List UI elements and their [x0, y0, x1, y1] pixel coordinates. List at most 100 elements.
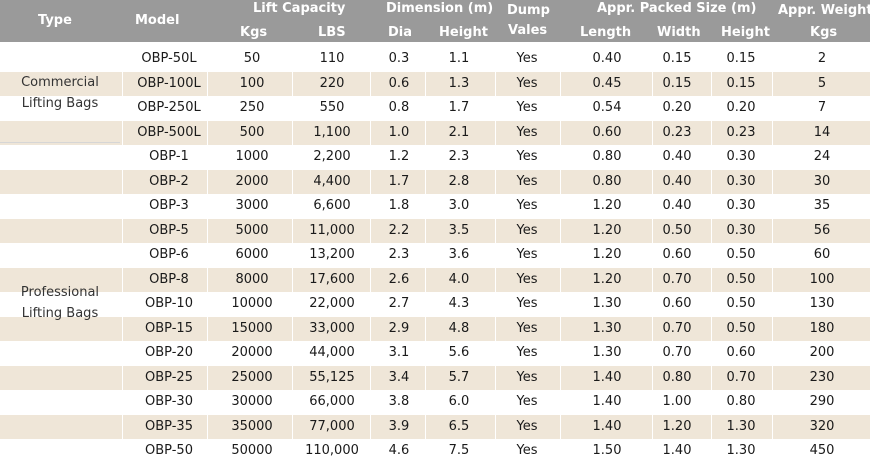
cell-width: 0.60	[662, 296, 692, 311]
header-dia: Dia	[388, 25, 413, 40]
cell-dump-vales: Yes	[516, 443, 538, 458]
cell-length: 1.40	[592, 394, 622, 409]
table-header: Type Model Lift Capacity Kgs LBS Dimensi…	[0, 0, 870, 42]
cell-model: OBP-100L	[137, 75, 201, 91]
cell-model: OBP-3	[149, 198, 189, 213]
cell-lbs: 110,000	[305, 443, 359, 458]
cell-dia: 2.2	[388, 222, 410, 238]
cell-width: 0.15	[662, 51, 692, 66]
cell-kgs: 250	[239, 100, 265, 115]
cell-length: 1.40	[592, 418, 622, 434]
cell-lbs: 44,000	[309, 345, 355, 360]
cell-length: 1.20	[592, 198, 622, 213]
cell-dia: 4.6	[388, 443, 410, 458]
cell-dump-vales: Yes	[516, 149, 538, 164]
type-commercial-line2: Lifting Bags	[21, 96, 99, 111]
cell-packed-height: 1.30	[726, 418, 756, 434]
cell-lbs: 4,400	[313, 173, 351, 189]
cell-lbs: 11,000	[309, 222, 355, 238]
cell-width: 0.40	[662, 198, 692, 213]
cell-height: 4.3	[448, 296, 470, 311]
header-packed-size: Appr. Packed Size (m)	[597, 1, 757, 16]
cell-lbs: 1,100	[313, 124, 351, 140]
column-divider	[495, 42, 496, 466]
header-lift-capacity: Lift Capacity	[253, 1, 346, 16]
cell-weight: 180	[809, 320, 835, 336]
column-divider	[122, 42, 123, 466]
cell-weight: 7	[817, 100, 827, 115]
cell-lbs: 22,000	[309, 296, 355, 311]
cell-length: 1.30	[592, 296, 622, 311]
cell-packed-height: 0.15	[726, 75, 756, 91]
cell-packed-height: 0.30	[726, 222, 756, 238]
cell-lbs: 550	[319, 100, 345, 115]
cell-model: OBP-30	[145, 394, 193, 409]
cell-length: 1.20	[592, 271, 622, 287]
cell-width: 0.60	[662, 247, 692, 262]
cell-length: 1.40	[592, 369, 622, 385]
header-dimension: Dimension (m)	[386, 1, 494, 16]
cell-dia: 1.8	[388, 198, 410, 213]
cell-lbs: 55,125	[309, 369, 355, 385]
cell-width: 0.40	[662, 173, 692, 189]
table-row: OBP-1 1000 2,200 1.2 2.3 Yes 0.80 0.40 0.30 24	[0, 145, 870, 170]
cell-height: 3.5	[448, 222, 470, 238]
cell-dump-vales: Yes	[516, 369, 538, 385]
table-row: OBP-6 6000 13,200 2.3 3.6 Yes 1.20 0.60 0.50 60	[0, 243, 870, 268]
cell-model: OBP-20	[145, 345, 193, 360]
column-divider	[292, 42, 293, 466]
cell-dump-vales: Yes	[516, 247, 538, 262]
cell-length: 1.20	[592, 222, 622, 238]
cell-width: 0.23	[662, 124, 692, 140]
type-professional: Professional Lifting Bags	[0, 282, 120, 324]
column-divider	[560, 42, 561, 466]
cell-height: 2.8	[448, 173, 470, 189]
cell-length: 0.40	[592, 51, 622, 66]
header-type: Type	[38, 13, 72, 28]
cell-length: 0.80	[592, 149, 622, 164]
cell-packed-height: 1.30	[726, 443, 756, 458]
cell-dump-vales: Yes	[516, 418, 538, 434]
column-divider	[772, 42, 773, 466]
cell-height: 6.5	[448, 418, 470, 434]
header-model: Model	[135, 13, 180, 28]
cell-width: 1.00	[662, 394, 692, 409]
cell-model: OBP-8	[149, 271, 189, 287]
table-row: OBP-8 8000 17,600 2.6 4.0 Yes 1.20 0.70 0.50 100	[0, 267, 870, 292]
cell-weight: 30	[813, 173, 831, 189]
cell-weight: 2	[817, 51, 827, 66]
header-lbs: LBS	[318, 25, 346, 40]
cell-height: 1.3	[448, 75, 470, 91]
header-width: Width	[657, 25, 701, 40]
type-commercial: Commercial Lifting Bags	[0, 72, 120, 114]
cell-dump-vales: Yes	[516, 222, 538, 238]
cell-width: 0.70	[662, 320, 692, 336]
cell-weight: 320	[809, 418, 835, 434]
cell-packed-height: 0.30	[726, 173, 756, 189]
cell-weight: 230	[809, 369, 835, 385]
cell-width: 1.20	[662, 418, 692, 434]
table-row: OBP-2 2000 4,400 1.7 2.8 Yes 0.80 0.40 0.30 30	[0, 169, 870, 194]
cell-model: OBP-5	[149, 222, 189, 238]
cell-model: OBP-35	[145, 418, 193, 434]
column-divider	[207, 42, 208, 466]
cell-weight: 35	[813, 198, 831, 213]
table-row: OBP-50 50000 110,000 4.6 7.5 Yes 1.50 1.40 1.30 4…	[0, 439, 870, 464]
cell-height: 3.0	[448, 198, 470, 213]
cell-dia: 1.7	[388, 173, 410, 189]
cell-dump-vales: Yes	[516, 271, 538, 287]
cell-width: 0.50	[662, 222, 692, 238]
cell-height: 6.0	[448, 394, 470, 409]
cell-dump-vales: Yes	[516, 124, 538, 140]
cell-kgs: 2000	[235, 173, 269, 189]
cell-kgs: 30000	[231, 394, 273, 409]
cell-dump-vales: Yes	[516, 394, 538, 409]
cell-dump-vales: Yes	[516, 296, 538, 311]
column-divider	[711, 42, 712, 466]
cell-weight: 60	[813, 247, 831, 262]
header-weight-unit: Kgs	[810, 25, 838, 40]
cell-lbs: 220	[319, 75, 345, 91]
cell-model: OBP-25	[145, 369, 193, 385]
cell-height: 7.5	[448, 443, 470, 458]
